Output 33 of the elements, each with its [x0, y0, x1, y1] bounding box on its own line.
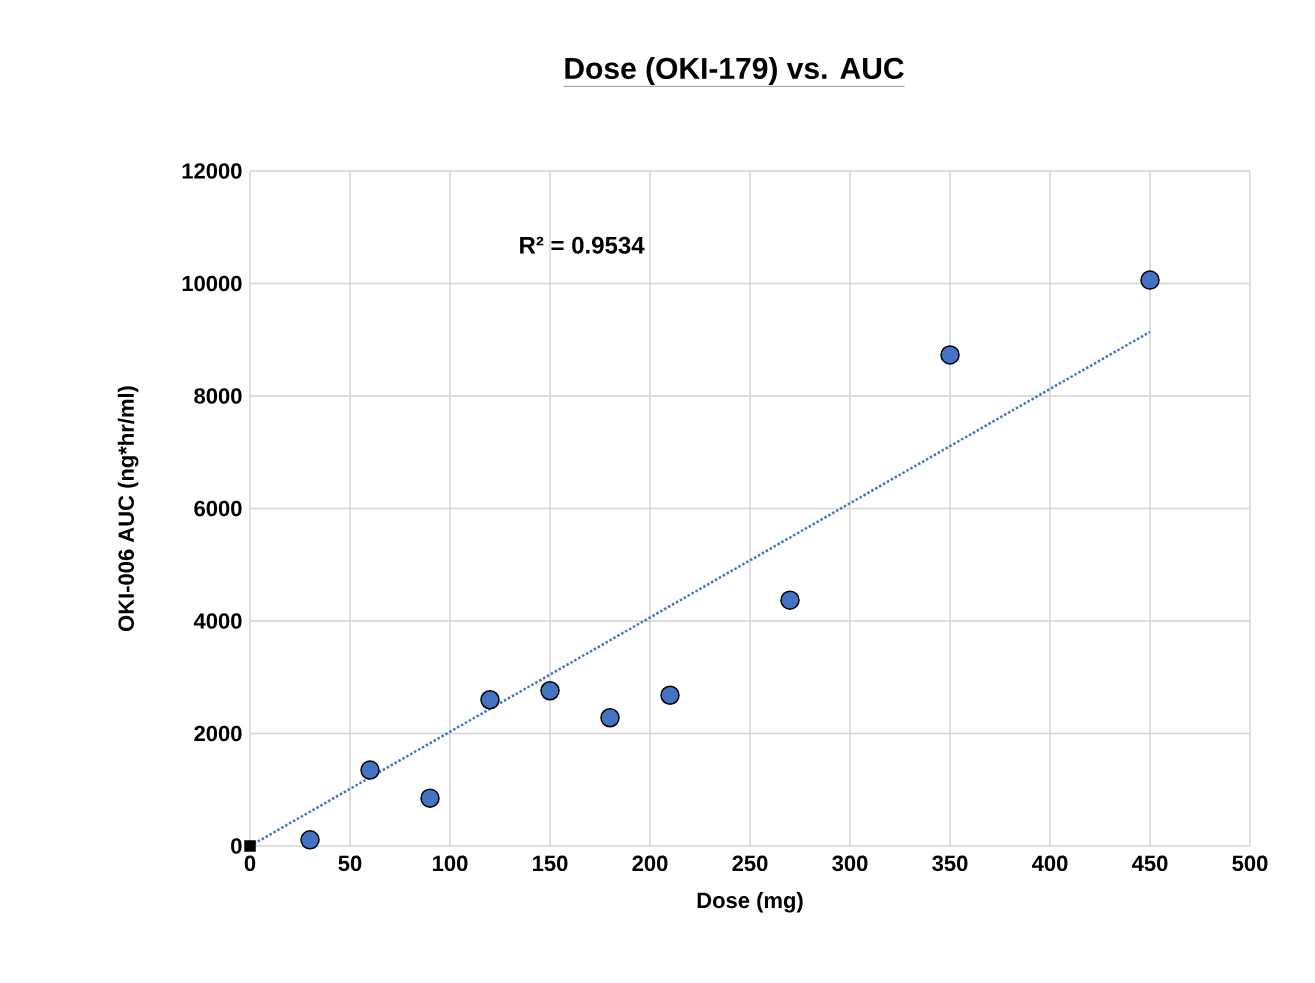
- x-axis-title: Dose (mg): [697, 892, 803, 913]
- point: [360, 760, 380, 780]
- x-tick-label: 100: [433, 855, 468, 872]
- point: [940, 345, 960, 365]
- x-tick-label: 450: [1131, 855, 1168, 872]
- x-tick-label: 150: [533, 855, 568, 872]
- point: [600, 708, 620, 728]
- point: [1140, 270, 1160, 290]
- point: [480, 690, 500, 710]
- annotation: R² = 0.9534: [520, 236, 645, 254]
- x-tick-label: 200: [632, 855, 668, 872]
- x-tick-label: 500: [1232, 855, 1268, 872]
- x-tick-label: 350: [932, 855, 968, 872]
- y-tick-label: 0: [231, 838, 242, 854]
- x-tick-label: 0: [244, 855, 256, 872]
- y-tick-label: 4000: [193, 613, 242, 629]
- x-tick-label: 250: [732, 855, 768, 872]
- chart-title: Dose (OKI-179) vs. AUC: [565, 57, 904, 85]
- y-tick-label: 6000: [194, 500, 242, 517]
- y-tick-label: 12000: [182, 163, 242, 179]
- x-tick-label: 50: [338, 855, 362, 872]
- point: [300, 830, 320, 850]
- point: [660, 685, 680, 705]
- point: [780, 590, 800, 610]
- y-tick-label: 2000: [194, 725, 242, 742]
- point: [540, 681, 560, 701]
- y-tick-label: 10000: [182, 275, 242, 292]
- y-tick-label: 8000: [194, 388, 242, 404]
- point: [244, 840, 256, 852]
- point: [420, 788, 440, 808]
- y-axis-title: OKI-006 AUC (ng*hr/ml): [117, 386, 139, 632]
- x-tick-label: 400: [1031, 855, 1068, 872]
- x-tick-label: 300: [832, 855, 868, 872]
